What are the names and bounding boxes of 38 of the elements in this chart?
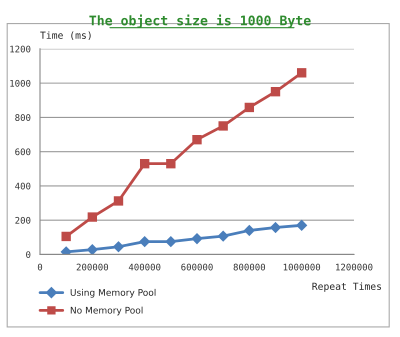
legend-label: No Memory Pool	[70, 306, 142, 316]
point	[113, 241, 124, 252]
y-tick-label: 800	[15, 114, 30, 121]
point	[165, 236, 176, 248]
x-tick-label: 1000000	[284, 264, 320, 270]
y-tick-label: 400	[15, 182, 30, 190]
x-tick-label: 800000	[234, 264, 266, 270]
point	[192, 134, 202, 144]
point	[166, 158, 176, 168]
point	[244, 102, 254, 112]
point	[270, 87, 280, 96]
point	[61, 232, 71, 242]
point	[140, 158, 150, 168]
x-tick-label: 0	[38, 264, 42, 270]
point	[218, 121, 228, 131]
x-tick-label: 600000	[181, 264, 213, 270]
x-tick-label: 400000	[128, 264, 160, 270]
chart-title: The object size is 1000 Byte	[89, 14, 311, 28]
point	[296, 68, 306, 78]
x-axis-title: Repeat Times	[312, 282, 382, 292]
point	[296, 220, 308, 231]
legend-label: Using Memory Pool	[70, 288, 156, 298]
point	[218, 230, 229, 242]
point	[86, 244, 98, 254]
point	[88, 212, 98, 222]
point	[139, 236, 150, 248]
x-tick-label: 1200000	[336, 264, 372, 270]
y-tick-label: 1000	[10, 80, 30, 87]
y-tick-label: 1200	[10, 46, 30, 52]
y-tick-label: 0	[26, 251, 30, 258]
point	[114, 196, 124, 206]
y-tick-label: 600	[15, 148, 30, 156]
y-tick-label: 200	[15, 216, 30, 224]
x-tick-label: 200000	[76, 264, 108, 270]
point	[270, 222, 281, 233]
point	[192, 233, 202, 244]
y-axis-title: Time (ms)	[40, 31, 91, 40]
point	[244, 225, 255, 236]
